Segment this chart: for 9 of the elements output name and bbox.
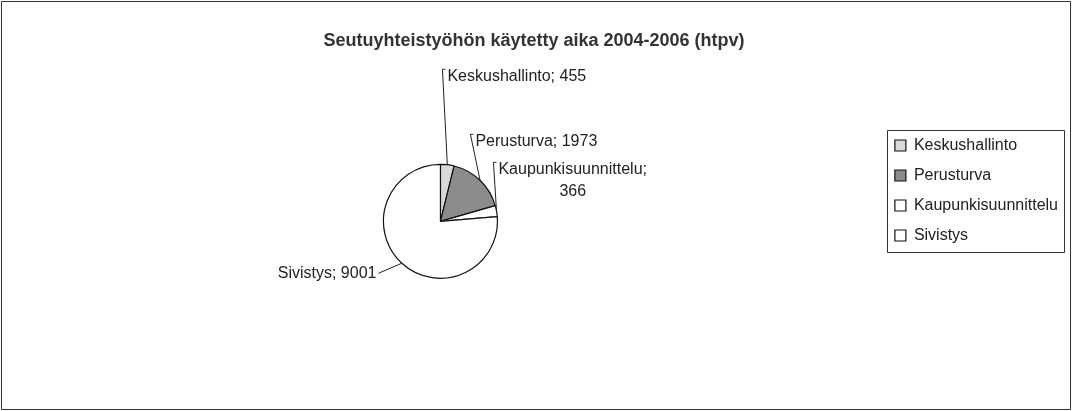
- data-label: Kaupunkisuunnittelu; 366: [498, 159, 648, 199]
- legend-label: Sivistys: [913, 225, 969, 243]
- data-label: Keskushallinto; 455: [447, 66, 587, 84]
- legend-label: Keskushallinto: [913, 135, 1018, 153]
- legend-label: Kaupunkisuunnittelu: [913, 195, 1058, 213]
- data-label: Sivistys; 9001: [277, 263, 377, 281]
- legend-label: Perusturva: [913, 165, 992, 183]
- chart-title: Seutuyhteistyöhön käytetty aika 2004-2006 (htpv): [323, 29, 745, 50]
- data-label: Perusturva; 1973: [475, 131, 598, 149]
